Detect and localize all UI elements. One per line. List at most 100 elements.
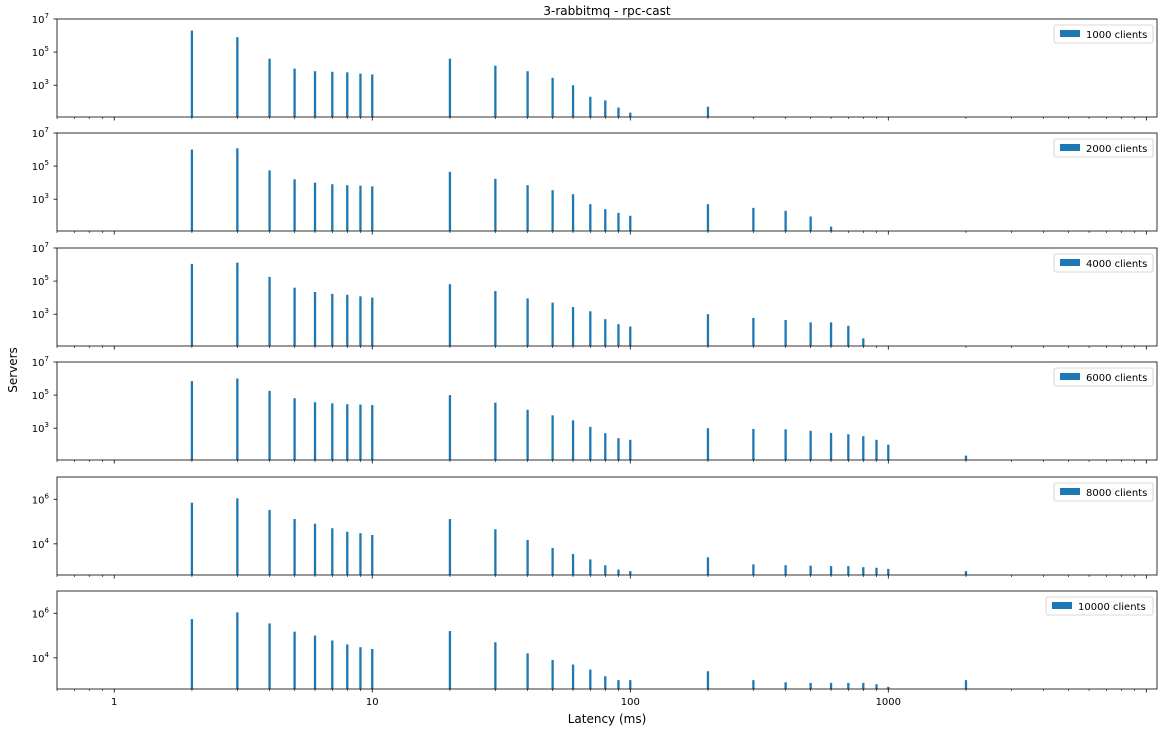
y-tick-label: 104 — [32, 651, 50, 665]
bar — [293, 68, 296, 117]
bar — [268, 276, 271, 346]
bar — [190, 381, 194, 460]
bar — [236, 612, 239, 689]
bar — [494, 65, 497, 117]
bar — [862, 436, 865, 460]
bar — [526, 653, 529, 689]
bar — [571, 664, 575, 689]
bar — [293, 631, 296, 689]
bar — [887, 444, 890, 460]
bar — [706, 314, 710, 346]
bar — [494, 291, 497, 346]
legend-label: 6000 clients — [1086, 373, 1147, 384]
bar — [887, 568, 890, 575]
bar — [448, 284, 452, 346]
bar — [706, 671, 710, 689]
bar — [236, 498, 239, 575]
bar — [809, 430, 812, 460]
panel-0: 103 105 107 1000 clients — [32, 12, 1158, 121]
bar — [829, 682, 833, 689]
bar — [847, 566, 850, 575]
bar — [359, 647, 362, 689]
bar — [190, 30, 194, 117]
bar — [331, 184, 334, 231]
bar — [346, 404, 349, 460]
bar — [331, 71, 334, 117]
legend-swatch — [1052, 602, 1072, 609]
bar — [190, 502, 194, 575]
bar — [617, 212, 620, 231]
x-tick-label: 10 — [366, 697, 379, 708]
y-tick-label: 105 — [32, 45, 49, 59]
x-tick-label: 100 — [621, 697, 640, 708]
y-tick-label: 106 — [32, 492, 50, 506]
y-tick-label: 107 — [32, 241, 49, 255]
bar — [236, 262, 239, 346]
y-tick-label: 103 — [32, 307, 49, 321]
bar — [752, 207, 755, 231]
x-tick-label: 1000 — [876, 697, 901, 708]
legend-box — [1053, 482, 1154, 502]
bar — [551, 77, 554, 117]
legend-box — [1053, 138, 1154, 158]
bar — [359, 73, 362, 117]
bar — [571, 420, 575, 460]
bar — [706, 106, 710, 117]
bar — [313, 71, 317, 117]
bar — [293, 398, 296, 460]
bar — [784, 210, 787, 231]
bar — [448, 395, 452, 460]
legend-swatch — [1060, 259, 1080, 266]
bar — [629, 326, 632, 346]
axes-frame — [56, 476, 1158, 576]
bar — [604, 209, 607, 231]
y-tick-label: 104 — [32, 537, 50, 551]
axes-frame — [56, 247, 1158, 347]
bar — [589, 426, 592, 460]
bar — [551, 415, 554, 460]
legend-label: 1000 clients — [1086, 30, 1147, 41]
axes-frame — [56, 132, 1158, 232]
bar — [331, 528, 334, 575]
axes-frame — [56, 18, 1158, 118]
y-tick-label: 105 — [32, 388, 49, 402]
panels: 103 105 107 1000 clients 103 105 107 2000 clien… — [32, 12, 1158, 708]
bar — [371, 405, 374, 460]
axes-frame — [56, 590, 1158, 690]
bar — [551, 660, 554, 689]
bar — [847, 682, 850, 689]
bar — [331, 403, 334, 460]
bar — [629, 571, 632, 575]
bar — [604, 433, 607, 460]
bar — [371, 74, 374, 117]
bar — [346, 185, 349, 231]
bar — [752, 317, 755, 346]
bar — [448, 171, 452, 231]
bar — [784, 565, 787, 575]
bar — [371, 648, 374, 689]
bar — [629, 112, 632, 117]
bar — [604, 100, 607, 117]
bar — [875, 567, 878, 575]
bar — [706, 428, 710, 460]
bar — [847, 434, 850, 460]
bar — [752, 564, 755, 575]
bar — [551, 302, 554, 346]
bar — [293, 519, 296, 575]
bar — [371, 186, 374, 231]
bar — [629, 215, 632, 231]
bar — [617, 324, 620, 346]
legend-box — [1053, 367, 1154, 387]
bar — [617, 569, 620, 575]
legend-swatch — [1060, 144, 1080, 151]
y-axis-label: Servers — [6, 347, 20, 393]
bar — [526, 185, 529, 231]
bar — [346, 294, 349, 346]
bar — [617, 438, 620, 460]
bar — [236, 148, 239, 231]
panel-5: 104 106 10000 clients — [32, 590, 1158, 693]
bar — [331, 293, 334, 346]
bar — [346, 644, 349, 689]
y-tick-label: 103 — [32, 78, 49, 92]
bar — [617, 680, 620, 689]
